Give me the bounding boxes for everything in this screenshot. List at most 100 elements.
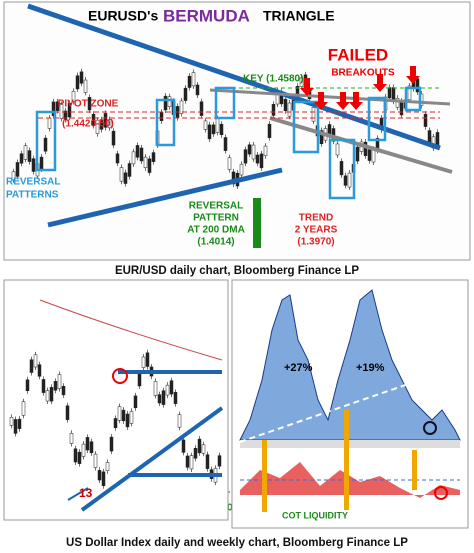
- candle-body: [83, 79, 88, 93]
- candle-body: [399, 100, 404, 116]
- band: [240, 440, 460, 448]
- candle-body: [271, 104, 276, 116]
- annotation: AT 200 DMA: [187, 225, 245, 236]
- candle-body: [255, 154, 260, 164]
- candle-body: [231, 171, 236, 185]
- candle-body: [263, 145, 268, 157]
- candle-body: [109, 436, 114, 452]
- candle-body: [159, 112, 164, 121]
- candle-body: [9, 417, 14, 426]
- candle-body: [435, 132, 440, 147]
- candle-body: [133, 395, 138, 409]
- candle-body: [131, 151, 136, 165]
- candle-body: [127, 163, 132, 177]
- annotation: COT LIQUIDITY: [282, 510, 348, 520]
- bottom-left-panel: [3, 279, 229, 521]
- candle-body: [201, 444, 206, 454]
- candle-body: [65, 405, 70, 420]
- candle-body: [119, 167, 124, 182]
- candle-body: [33, 354, 38, 368]
- candle-body: [89, 441, 94, 454]
- pointer: [67, 487, 89, 501]
- candle-body: [163, 95, 168, 111]
- candle-body: [147, 158, 152, 173]
- candle-body: [87, 97, 92, 111]
- candle-body: [135, 145, 140, 158]
- candle-body: [259, 153, 264, 169]
- trend-line: [209, 88, 451, 106]
- candle-body: [157, 394, 162, 404]
- trend-line: [80, 406, 224, 512]
- candle-body: [195, 84, 200, 96]
- trend-line: [269, 116, 453, 174]
- annotation: +27%: [284, 362, 313, 374]
- candle-body: [61, 385, 66, 396]
- annotation: PATTERN: [193, 213, 239, 224]
- annotation: (1.4420-50): [62, 119, 114, 130]
- candle-body: [199, 101, 204, 116]
- annotation: KEY (1.4580): [243, 74, 303, 85]
- annotation: PIVOT ZONE: [58, 99, 119, 110]
- candle-body: [367, 149, 372, 161]
- candle-body: [183, 87, 188, 101]
- candle-body: [27, 150, 32, 162]
- annotation: (1.4014): [197, 237, 234, 248]
- breakout-arrows: [300, 66, 420, 110]
- candle-body: [207, 124, 212, 140]
- candle-body: [227, 157, 232, 170]
- candle-body: [97, 470, 102, 481]
- candle-body: [215, 118, 220, 133]
- candle-body: [427, 130, 432, 144]
- candle-body: [81, 443, 86, 457]
- candle-body: [423, 113, 428, 127]
- candle-body: [219, 123, 224, 135]
- candle-body: [47, 117, 52, 129]
- candle-body: [311, 107, 316, 122]
- reversal-candle: [253, 198, 261, 248]
- candle-body: [251, 144, 256, 160]
- candle-body: [319, 130, 324, 144]
- candle-body: [55, 101, 60, 111]
- candle-body: [191, 72, 196, 87]
- candle-body: [49, 387, 54, 402]
- candle-body: [85, 437, 90, 451]
- marker: [434, 486, 448, 500]
- marker: [112, 368, 128, 384]
- candle-body: [59, 104, 64, 119]
- candle-body: [287, 102, 292, 117]
- candle-body: [197, 438, 202, 454]
- candle-body: [19, 153, 24, 164]
- candle-body: [347, 172, 352, 188]
- candle-body: [355, 146, 360, 162]
- candle-body: [387, 87, 392, 99]
- candle-body: [99, 119, 104, 130]
- candle-body: [53, 381, 58, 391]
- candle-body: [211, 124, 216, 135]
- candle-body: [283, 98, 288, 112]
- annotation: PATTERNS: [6, 190, 59, 201]
- candle-body: [113, 418, 118, 429]
- trend-line: [47, 167, 283, 228]
- candle-body: [129, 411, 134, 424]
- candle-body: [17, 418, 22, 429]
- candle-body: [139, 147, 144, 162]
- candle-body: [121, 409, 126, 422]
- annotation: (1.3970): [297, 237, 334, 248]
- candle-body: [71, 91, 76, 102]
- candle-body: [105, 462, 110, 471]
- candle-body: [23, 145, 28, 160]
- candle-body: [123, 172, 128, 184]
- candle-body: [193, 448, 198, 459]
- candle-body: [91, 114, 96, 126]
- candle-body: [25, 379, 30, 391]
- up-arrows: [262, 410, 417, 512]
- candle-body: [143, 156, 148, 168]
- dma-line: [39, 299, 223, 361]
- candle-body: [103, 113, 108, 128]
- candle-body: [415, 78, 420, 93]
- candle-body: [247, 144, 252, 155]
- title: EURUSD's: [88, 8, 158, 24]
- candle-body: [115, 153, 120, 164]
- candle-body: [267, 123, 272, 138]
- annotation: 2 YEARS: [295, 225, 338, 236]
